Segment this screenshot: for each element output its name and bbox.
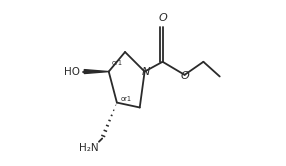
Polygon shape xyxy=(84,70,109,74)
Text: or1: or1 xyxy=(112,60,123,66)
Text: or1: or1 xyxy=(120,95,131,101)
Text: O: O xyxy=(158,13,167,23)
Text: H₂N: H₂N xyxy=(79,143,98,153)
Text: HO: HO xyxy=(64,67,80,77)
Text: N: N xyxy=(142,67,150,77)
Text: O: O xyxy=(181,72,190,82)
